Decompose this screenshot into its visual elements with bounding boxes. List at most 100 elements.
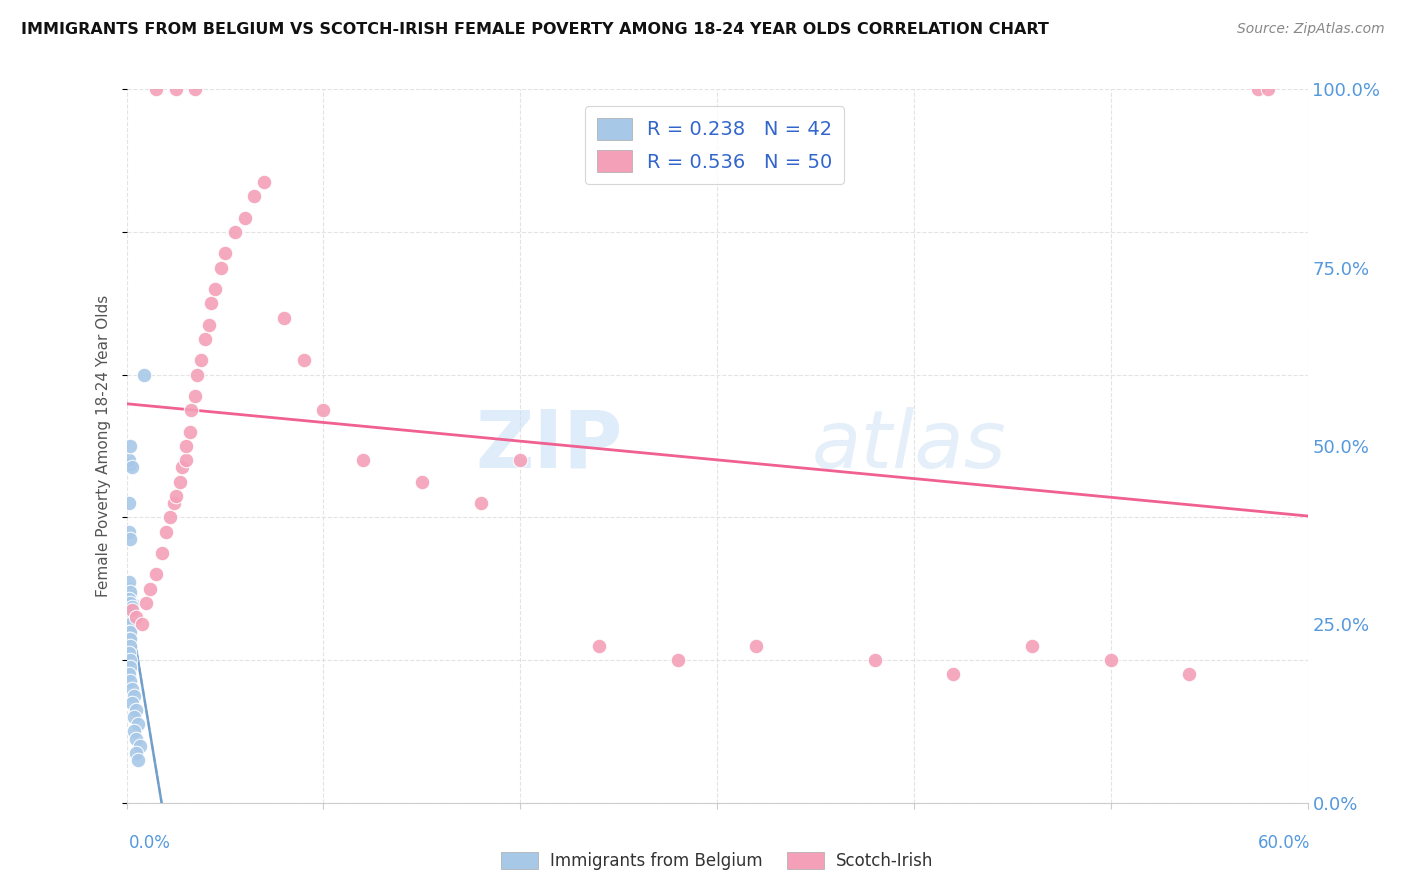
- Point: [169, 475, 191, 489]
- Point: [121, 599, 143, 614]
- Point: [165, 489, 187, 503]
- Point: [125, 746, 148, 760]
- Point: [120, 639, 142, 653]
- Point: [470, 496, 492, 510]
- Point: [179, 425, 201, 439]
- Point: [125, 731, 148, 746]
- Point: [198, 318, 221, 332]
- Point: [117, 624, 139, 639]
- Point: [209, 260, 232, 275]
- Point: [121, 460, 143, 475]
- Text: ZIP: ZIP: [475, 407, 623, 485]
- Point: [117, 603, 139, 617]
- Point: [863, 653, 886, 667]
- Point: [253, 175, 276, 189]
- Point: [224, 225, 246, 239]
- Point: [135, 596, 157, 610]
- Point: [121, 596, 143, 610]
- Point: [117, 610, 139, 624]
- Point: [117, 574, 139, 589]
- Point: [186, 368, 208, 382]
- Point: [942, 667, 965, 681]
- Point: [1257, 82, 1279, 96]
- Point: [1021, 639, 1043, 653]
- Point: [120, 532, 142, 546]
- Point: [117, 582, 139, 596]
- Point: [121, 681, 143, 696]
- Point: [117, 453, 139, 467]
- Point: [139, 582, 162, 596]
- Point: [155, 524, 177, 539]
- Point: [120, 457, 142, 471]
- Point: [204, 282, 226, 296]
- Point: [125, 703, 148, 717]
- Point: [233, 211, 256, 225]
- Point: [1247, 82, 1270, 96]
- Point: [120, 624, 142, 639]
- Point: [117, 524, 139, 539]
- Point: [411, 475, 433, 489]
- Point: [509, 453, 531, 467]
- Point: [117, 667, 139, 681]
- Point: [124, 724, 146, 739]
- Point: [159, 510, 181, 524]
- Point: [134, 368, 156, 382]
- Point: [120, 653, 142, 667]
- Point: [165, 82, 187, 96]
- Point: [117, 617, 139, 632]
- Point: [125, 610, 148, 624]
- Point: [243, 189, 266, 203]
- Point: [1178, 667, 1201, 681]
- Point: [117, 592, 139, 607]
- Point: [194, 332, 217, 346]
- Point: [117, 496, 139, 510]
- Point: [120, 610, 142, 624]
- Point: [174, 453, 197, 467]
- Text: atlas: atlas: [811, 407, 1007, 485]
- Point: [124, 689, 146, 703]
- Y-axis label: Female Poverty Among 18-24 Year Olds: Female Poverty Among 18-24 Year Olds: [96, 295, 111, 597]
- Point: [312, 403, 335, 417]
- Text: 60.0%: 60.0%: [1258, 834, 1310, 852]
- Point: [121, 603, 143, 617]
- Text: Source: ZipAtlas.com: Source: ZipAtlas.com: [1237, 22, 1385, 37]
- Point: [214, 246, 236, 260]
- Point: [120, 585, 142, 599]
- Text: 0.0%: 0.0%: [129, 834, 172, 852]
- Point: [120, 660, 142, 674]
- Point: [352, 453, 374, 467]
- Point: [129, 739, 152, 753]
- Point: [120, 596, 142, 610]
- Point: [1099, 653, 1122, 667]
- Point: [121, 696, 143, 710]
- Point: [120, 632, 142, 646]
- Point: [117, 632, 139, 646]
- Point: [127, 717, 149, 731]
- Legend: Immigrants from Belgium, Scotch-Irish: Immigrants from Belgium, Scotch-Irish: [495, 845, 939, 877]
- Point: [666, 653, 689, 667]
- Point: [588, 639, 610, 653]
- Point: [273, 310, 295, 325]
- Point: [145, 82, 167, 96]
- Point: [184, 389, 207, 403]
- Point: [124, 710, 146, 724]
- Point: [120, 439, 142, 453]
- Point: [292, 353, 315, 368]
- Point: [174, 439, 197, 453]
- Text: IMMIGRANTS FROM BELGIUM VS SCOTCH-IRISH FEMALE POVERTY AMONG 18-24 YEAR OLDS COR: IMMIGRANTS FROM BELGIUM VS SCOTCH-IRISH …: [21, 22, 1049, 37]
- Point: [120, 674, 142, 689]
- Point: [170, 460, 193, 475]
- Point: [120, 589, 142, 603]
- Point: [184, 82, 207, 96]
- Point: [150, 546, 173, 560]
- Point: [163, 496, 186, 510]
- Point: [190, 353, 212, 368]
- Point: [745, 639, 768, 653]
- Point: [200, 296, 222, 310]
- Point: [180, 403, 202, 417]
- Point: [145, 567, 167, 582]
- Point: [127, 753, 149, 767]
- Point: [131, 617, 153, 632]
- Point: [117, 646, 139, 660]
- Point: [120, 617, 142, 632]
